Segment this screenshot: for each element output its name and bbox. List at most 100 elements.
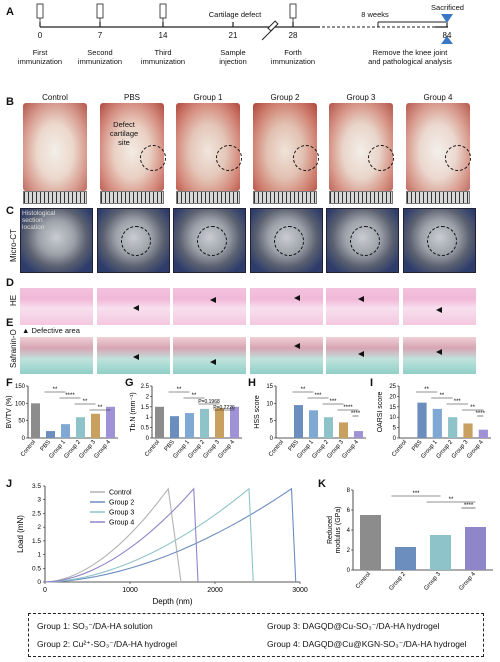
bar-pbs [417,402,427,438]
x-axis-label: Depth (nm) [152,597,192,606]
sig-label: ** [192,393,197,399]
photo-control [23,103,87,191]
group1-legend: Group 1: SO₃⁻/DA-HA solution [37,621,153,631]
col-group1: Group 1 [193,93,223,102]
so-group4 [403,337,476,374]
legend-label: Control [109,490,132,497]
defective-area-legend: ▲ Defective area [22,326,80,335]
timeline-label-first: First immunization [17,48,63,66]
x-tick-label: PBS [411,439,423,452]
series-line-control [44,487,182,583]
bar-group-3 [91,413,100,438]
microct-group4 [403,208,476,273]
defect-circle [140,145,166,171]
group-legend-box: Group 1: SO₃⁻/DA-HA solution Group 2: Cu… [28,613,484,657]
bar-group-3 [339,422,348,438]
syringe-icon [36,3,297,22]
x-tick-label: 1000 [122,587,138,594]
he-group3 [326,288,399,325]
sig-label: *** [412,491,420,497]
y-tick-label: 1.5 [32,538,41,545]
bar-control [155,406,164,438]
y-axis-label: Tb.N (mm⁻¹) [130,392,137,431]
x-tick-label: PBS [40,439,52,452]
y-tick-label: 10 [389,415,396,421]
bar-group-4 [465,527,486,570]
bar-group-2 [448,417,458,438]
bar-group-3 [215,407,224,438]
sig-label: P=0.2226 [213,405,235,411]
panel-label-c: C [6,205,14,217]
series-line-group-4 [44,487,199,583]
chart-load-depth: 0 0.5 1 1.5 2 2.5 3 3.5 0 1000 2000 3000 Depth (nm) L… [16,483,308,606]
y-axis-label: Reducedmodulus (GPa) [327,506,342,553]
y-tick-label: 15 [266,384,273,390]
knee-syringe-icon [261,20,279,41]
timeline-label-second: Second immunization [77,48,123,66]
y-tick-label: 4 [347,528,351,534]
sacrificed-marker-icon [441,14,453,23]
bar-control [360,515,381,570]
bar-group-3 [463,423,473,438]
bar-group-2 [76,417,85,438]
day-0: 0 [37,31,43,40]
bar-group-2 [200,408,209,438]
cartilage-defect-label: Cartilage defect [208,10,262,19]
legend-label: Group 4 [109,520,134,527]
timeline-label-sample: Sample injection [219,48,247,66]
he-group4 [403,288,476,325]
timeline-label-remove: Remove the knee joint and pathological a… [368,48,452,66]
x-tick-label: Group 4 [341,439,360,460]
y-tick-label: 1.5 [141,405,150,411]
chart-modulus: 0 2 4 6 8 Control Group 2 Group 3 Group 4 Reduced… [327,488,493,592]
defect-arrows [133,295,442,365]
y-tick-label: 1 [37,552,41,559]
he-pbs [97,288,170,325]
sig-label: **** [464,503,474,509]
group3-legend: Group 3: DAGQD@Cu-SO₃⁻/DA-HA hydrogel [267,621,440,631]
defect-site-label: Defect cartilage site [109,120,139,147]
y-tick-label: 2.5 [32,510,41,517]
bar-group-1 [309,410,318,438]
timeline-label-third: Third immunization [140,48,186,66]
bar-pbs [170,416,179,438]
histo-section-label: Histological section location [22,210,56,231]
sig-label: **** [343,405,353,411]
x-tick-label: Group 4 [93,439,112,460]
col-group2: Group 2 [270,93,300,102]
panel-label-g: G [125,377,134,389]
day-28: 28 [288,31,298,40]
bar-group-4 [354,431,363,438]
bar-group-1 [185,413,194,438]
y-tick-label: 8 [347,488,351,494]
panel-label-e: E [6,317,14,329]
y-axis-label: HSS score [254,395,261,429]
bar-group-1 [61,424,70,438]
col-control: Control [42,93,68,102]
y-tick-label: 0 [347,568,351,574]
y-tick-label: 2 [37,524,41,531]
col-group3: Group 3 [346,93,376,102]
microct-control [20,208,93,273]
bar-group-4 [106,406,115,438]
x-tick-label: 0 [43,587,47,594]
x-tick-label: Group 4 [458,571,477,592]
panel-label-d: D [6,277,14,289]
day-7: 7 [97,31,103,40]
y-axis-label: Load (mN) [16,515,25,553]
bar-group-3 [430,535,451,570]
legend-label: Group 3 [109,510,134,517]
sig-label: ** [301,387,306,393]
sig-label: ** [177,387,182,393]
sig-label: **** [351,411,361,417]
y-tick-label: 3 [37,497,41,504]
panel-label-k: K [318,478,326,490]
panel-label-j: J [6,478,13,490]
panel-label-b: B [6,96,14,108]
y-tick-label: 0 [146,436,150,442]
ruler [23,191,87,204]
